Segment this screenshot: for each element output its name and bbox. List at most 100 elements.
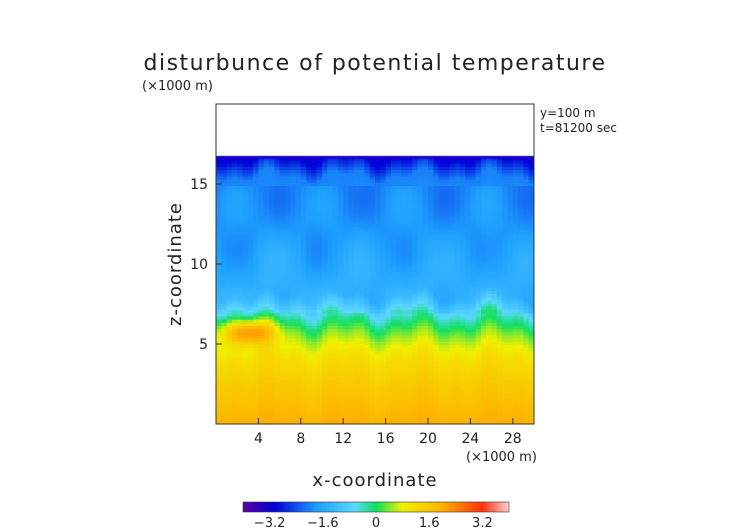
heatmap-cell bbox=[401, 166, 408, 171]
heatmap-cell bbox=[348, 420, 355, 424]
heatmap-cell bbox=[465, 169, 471, 174]
heatmap-cell bbox=[496, 185, 503, 190]
heatmap-cell bbox=[428, 226, 434, 231]
heatmap-cell bbox=[343, 204, 350, 209]
heatmap-cell bbox=[507, 271, 514, 276]
heatmap-cell bbox=[465, 296, 471, 301]
heatmap-cell bbox=[481, 385, 487, 390]
heatmap-cell bbox=[343, 188, 350, 193]
heatmap-cell bbox=[438, 287, 445, 291]
heatmap-cell bbox=[422, 303, 429, 307]
heatmap-cell bbox=[465, 382, 471, 387]
heatmap-cell bbox=[279, 217, 286, 222]
heatmap-cell bbox=[396, 268, 403, 272]
heatmap-cell bbox=[396, 344, 403, 349]
heatmap-cell bbox=[428, 373, 434, 377]
heatmap-cell bbox=[237, 179, 244, 183]
heatmap-cell bbox=[316, 373, 323, 377]
heatmap-cell bbox=[449, 334, 456, 339]
heatmap-cell bbox=[507, 420, 514, 424]
heatmap-cell bbox=[470, 344, 477, 349]
heatmap-cell bbox=[269, 188, 275, 193]
heatmap-cell bbox=[385, 389, 392, 393]
heatmap-cell bbox=[247, 258, 254, 263]
heatmap-cell bbox=[290, 373, 297, 377]
heatmap-cell bbox=[390, 341, 397, 346]
heatmap-cell bbox=[481, 331, 487, 336]
heatmap-cell bbox=[507, 214, 514, 218]
heatmap-cell bbox=[523, 201, 530, 206]
heatmap-cell bbox=[237, 261, 244, 266]
heatmap-cell bbox=[295, 417, 302, 422]
heatmap-cell bbox=[316, 194, 323, 199]
heatmap-cell bbox=[369, 252, 376, 257]
heatmap-cell bbox=[518, 417, 524, 422]
heatmap-cell bbox=[528, 242, 534, 247]
heatmap-cell bbox=[237, 293, 244, 298]
heatmap-cell bbox=[253, 373, 259, 377]
heatmap-cell bbox=[237, 319, 244, 323]
heatmap-cell bbox=[274, 252, 281, 257]
heatmap-cell bbox=[528, 226, 534, 231]
heatmap-cell bbox=[353, 226, 360, 231]
heatmap-cell bbox=[332, 280, 339, 285]
heatmap-cell bbox=[253, 185, 259, 190]
heatmap-cell bbox=[454, 239, 461, 244]
heatmap-cell bbox=[226, 252, 233, 257]
heatmap-cell bbox=[422, 299, 429, 304]
heatmap-cell bbox=[454, 214, 461, 218]
heatmap-cell bbox=[486, 315, 493, 320]
heatmap-cell bbox=[337, 350, 344, 355]
heatmap-cell bbox=[512, 255, 519, 260]
heatmap-cell bbox=[518, 411, 524, 416]
heatmap-cell bbox=[396, 373, 403, 377]
heatmap-cell bbox=[359, 166, 365, 171]
heatmap-cell bbox=[475, 179, 482, 183]
heatmap-cell bbox=[454, 306, 461, 311]
heatmap-cell bbox=[475, 408, 482, 412]
heatmap-cell bbox=[369, 175, 376, 180]
heatmap-cell bbox=[475, 312, 482, 317]
heatmap-cell bbox=[253, 341, 259, 346]
heatmap-cell bbox=[226, 166, 233, 171]
heatmap-cell bbox=[290, 360, 297, 365]
heatmap-cell bbox=[337, 414, 344, 419]
heatmap-cell bbox=[300, 341, 307, 346]
heatmap-cell bbox=[406, 306, 413, 311]
heatmap-cell bbox=[322, 366, 328, 371]
heatmap-cell bbox=[512, 325, 519, 330]
heatmap-cell bbox=[316, 408, 323, 412]
heatmap-cell bbox=[306, 325, 312, 330]
heatmap-cell bbox=[422, 315, 429, 320]
heatmap-cell bbox=[237, 252, 244, 257]
heatmap-cell bbox=[502, 344, 509, 349]
heatmap-cell bbox=[459, 252, 466, 257]
heatmap-cell bbox=[364, 306, 371, 311]
heatmap-cell bbox=[364, 376, 371, 381]
heatmap-cell bbox=[364, 293, 371, 298]
heatmap-cell bbox=[231, 159, 238, 164]
heatmap-cell bbox=[274, 258, 281, 263]
heatmap-cell bbox=[465, 284, 471, 288]
heatmap-cell bbox=[216, 264, 222, 269]
heatmap-cell bbox=[247, 261, 254, 266]
heatmap-cell bbox=[369, 354, 376, 358]
heatmap-cell bbox=[412, 264, 418, 269]
heatmap-cell bbox=[454, 233, 461, 237]
heatmap-cell bbox=[401, 408, 408, 412]
heatmap-cell bbox=[523, 277, 530, 282]
heatmap-cell bbox=[322, 194, 328, 199]
heatmap-cell bbox=[401, 373, 408, 377]
heatmap-cell bbox=[523, 179, 530, 183]
heatmap-cell bbox=[221, 207, 228, 212]
heatmap-cell bbox=[242, 175, 249, 180]
heatmap-cell bbox=[226, 417, 233, 422]
heatmap-cell bbox=[327, 350, 334, 355]
heatmap-cell bbox=[465, 376, 471, 381]
heatmap-cell bbox=[337, 194, 344, 199]
heatmap-cell bbox=[247, 347, 254, 352]
heatmap-cell bbox=[364, 312, 371, 317]
heatmap-cell bbox=[475, 163, 482, 167]
heatmap-cell bbox=[231, 214, 238, 218]
heatmap-cell bbox=[247, 169, 254, 174]
